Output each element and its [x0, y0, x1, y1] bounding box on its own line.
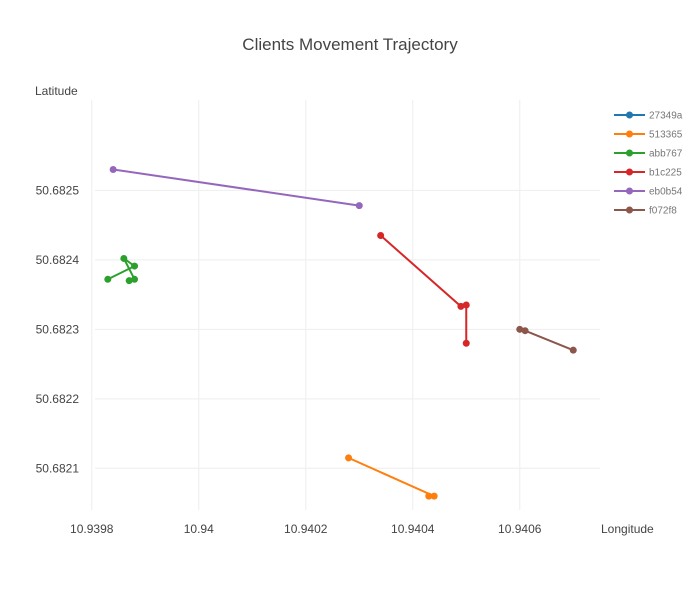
- grid: [91, 100, 600, 510]
- legend-item[interactable]: abb767: [614, 149, 683, 160]
- legend-label: f072f8: [649, 206, 677, 217]
- data-point[interactable]: [521, 327, 529, 335]
- data-point[interactable]: [516, 325, 524, 333]
- data-point[interactable]: [104, 275, 112, 283]
- data-point[interactable]: [457, 302, 465, 310]
- series-f072f8[interactable]: [516, 325, 577, 354]
- legend-marker: [626, 206, 633, 214]
- legend-label: eb0b54: [649, 187, 683, 198]
- series-b1c225[interactable]: [377, 232, 470, 347]
- y-tick-label: 50.6823: [36, 322, 80, 336]
- legend-marker: [626, 130, 633, 138]
- chart-title: Clients Movement Trajectory: [242, 35, 458, 54]
- plot-area: [104, 165, 577, 500]
- legend-marker: [626, 168, 633, 176]
- legend-item[interactable]: 513365: [614, 130, 683, 141]
- data-point[interactable]: [430, 492, 438, 500]
- data-point[interactable]: [120, 254, 128, 262]
- axis-ticks: 10.9398 10.94 10.9402 10.9404 10.9406 50.6821…: [36, 183, 542, 536]
- data-point[interactable]: [345, 454, 353, 462]
- series-eb0b54[interactable]: [109, 165, 363, 210]
- legend-label: b1c225: [649, 168, 682, 179]
- data-point[interactable]: [355, 202, 363, 210]
- data-point[interactable]: [377, 232, 385, 240]
- data-point[interactable]: [131, 262, 139, 270]
- series-line: [348, 456, 435, 498]
- x-tick-label: 10.94: [184, 522, 214, 536]
- x-tick-label: 10.9402: [284, 522, 328, 536]
- legend-label: 513365: [649, 130, 683, 141]
- x-tick-label: 10.9406: [498, 522, 542, 536]
- legend-item[interactable]: 27349a: [614, 111, 683, 122]
- series-line: [107, 257, 137, 282]
- y-axis-label: Latitude: [35, 84, 78, 98]
- data-point[interactable]: [462, 339, 470, 347]
- y-tick-label: 50.6821: [36, 461, 80, 475]
- series-line: [379, 234, 468, 344]
- y-tick-label: 50.6824: [36, 253, 80, 267]
- data-point[interactable]: [125, 277, 133, 285]
- legend[interactable]: 27349a 513365 abb767 b1c225 eb0b54 f072f8: [614, 111, 683, 217]
- legend-item[interactable]: f072f8: [614, 206, 677, 217]
- series-513365[interactable]: [345, 454, 438, 500]
- legend-label: 27349a: [649, 111, 683, 122]
- y-tick-label: 50.6825: [36, 183, 80, 197]
- data-point[interactable]: [569, 346, 577, 354]
- legend-item[interactable]: eb0b54: [614, 187, 683, 198]
- legend-marker: [626, 187, 633, 195]
- legend-label: abb767: [649, 149, 683, 160]
- data-point[interactable]: [109, 165, 117, 173]
- series-abb767[interactable]: [104, 254, 139, 285]
- data-point[interactable]: [425, 492, 433, 500]
- x-tick-label: 10.9404: [391, 522, 435, 536]
- y-tick-label: 50.6822: [36, 392, 80, 406]
- legend-item[interactable]: b1c225: [614, 168, 682, 179]
- data-point[interactable]: [462, 301, 470, 309]
- x-axis-label: Longitude: [601, 522, 654, 536]
- series-line: [113, 168, 360, 207]
- legend-marker: [626, 111, 633, 119]
- x-tick-label: 10.9398: [70, 522, 114, 536]
- data-point[interactable]: [131, 275, 139, 283]
- legend-marker: [626, 149, 633, 157]
